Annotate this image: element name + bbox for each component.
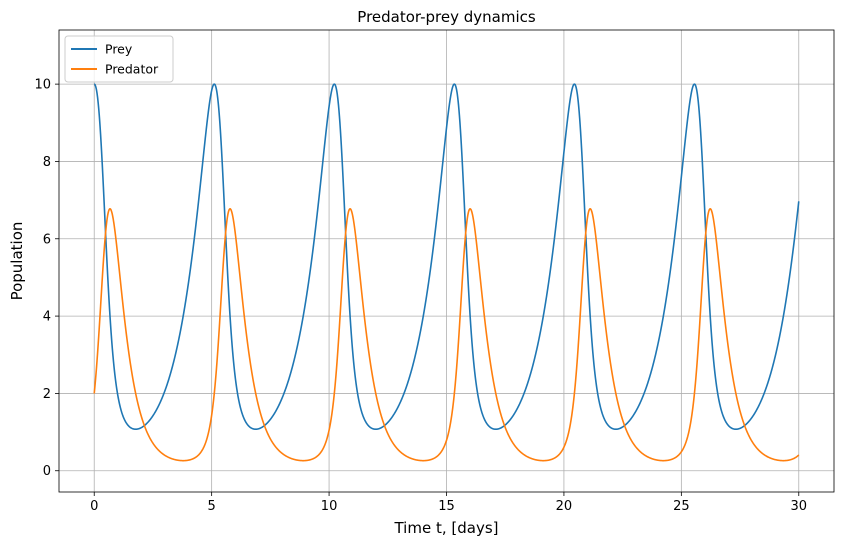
predator-line <box>93 208 800 462</box>
y-tick-label: 2 <box>43 387 51 402</box>
y-axis-label: Population <box>8 222 26 301</box>
y-tick-label: 10 <box>34 78 51 93</box>
x-tick-label: 30 <box>790 499 807 514</box>
prey-line <box>93 83 800 431</box>
axis-ticks: 0 5 10 15 20 25 30 0 2 4 6 8 10 <box>34 78 807 514</box>
grid <box>59 30 834 492</box>
series-lines <box>93 83 800 462</box>
x-tick-label: 0 <box>90 499 98 514</box>
x-axis-label: Time t, [days] <box>393 519 498 537</box>
legend-box <box>64 35 174 83</box>
y-tick-label: 6 <box>43 232 51 247</box>
x-tick-label: 25 <box>673 499 690 514</box>
x-tick-label: 15 <box>438 499 455 514</box>
legend: Prey Predator <box>64 35 174 83</box>
x-tick-label: 5 <box>208 499 216 514</box>
legend-label-predator: Predator <box>105 62 159 77</box>
chart-title: Predator-prey dynamics <box>357 8 536 26</box>
y-tick-label: 4 <box>43 310 51 325</box>
y-tick-label: 0 <box>43 464 51 479</box>
legend-label-prey: Prey <box>105 42 133 57</box>
y-tick-label: 8 <box>43 155 51 170</box>
x-tick-label: 10 <box>321 499 338 514</box>
x-tick-label: 20 <box>556 499 573 514</box>
